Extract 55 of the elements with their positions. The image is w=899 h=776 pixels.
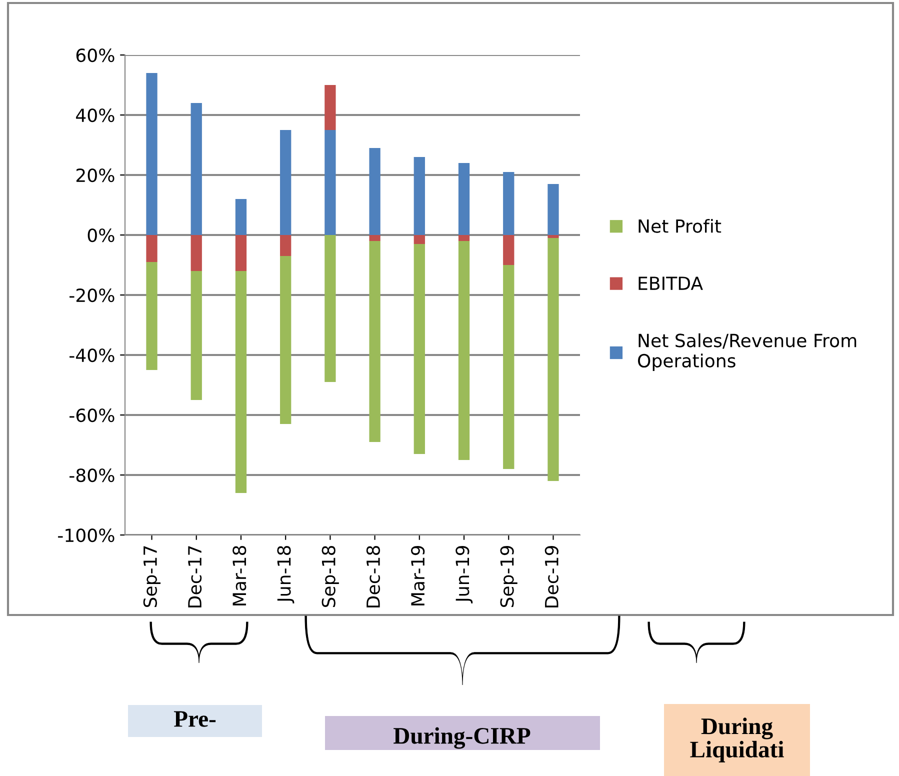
bar [503, 265, 514, 469]
bar [235, 235, 247, 271]
x-tick-label: Jun-19 [456, 546, 473, 604]
bar [324, 85, 336, 130]
y-tick-label: 20% [76, 168, 114, 182]
bar [235, 271, 247, 493]
bar [324, 130, 336, 235]
bar [458, 163, 470, 235]
bar [503, 172, 514, 235]
y-tick-label: 40% [76, 108, 114, 122]
bar [146, 235, 158, 262]
bar [503, 235, 514, 265]
text: Pre- [174, 711, 216, 727]
x-tick-label: Mar-18 [232, 546, 246, 606]
bar [280, 235, 292, 256]
bar [146, 262, 158, 370]
bar [458, 235, 470, 241]
bar [414, 157, 425, 235]
legend-label: Net Sales/Revenue From Operations [638, 333, 856, 372]
x-tick-label: Dec-19 [544, 546, 558, 608]
legend-label: Net Profit [638, 218, 722, 233]
bar [190, 103, 202, 235]
y-tick-label: -100% [58, 528, 114, 542]
y-tick-label: -60% [70, 408, 114, 422]
bar [190, 235, 202, 271]
x-tick-label: Sep-19 [500, 546, 518, 608]
y-tick-label: 60% [76, 48, 114, 62]
bar [369, 235, 380, 241]
bar [324, 235, 336, 382]
text: During Liquidati [690, 718, 784, 762]
y-tick-label: -80% [70, 468, 114, 482]
x-tick-label: Sep-18 [322, 546, 339, 608]
bar [548, 184, 559, 235]
bar [280, 256, 292, 424]
bar [414, 244, 425, 454]
bar [548, 238, 559, 481]
x-tick-label: Dec-18 [366, 546, 380, 608]
bar [146, 73, 158, 235]
bar [548, 235, 559, 238]
bar [369, 148, 380, 235]
x-tick-label: Sep-17 [143, 546, 160, 608]
x-tick-label: Mar-19 [410, 546, 425, 606]
legend-label: EBITDA [638, 276, 703, 290]
bar [369, 241, 380, 442]
bar [458, 241, 470, 460]
bar [190, 271, 202, 400]
bar [280, 130, 292, 235]
bar [414, 235, 425, 244]
y-tick-label: -40% [70, 348, 114, 362]
y-tick-label: 0% [88, 228, 114, 242]
y-tick-label: -20% [70, 288, 114, 302]
bar [235, 199, 247, 235]
x-tick-label: Dec-17 [188, 546, 202, 608]
text: During-CIRP [394, 727, 530, 749]
x-tick-label: Jun-18 [277, 546, 294, 604]
